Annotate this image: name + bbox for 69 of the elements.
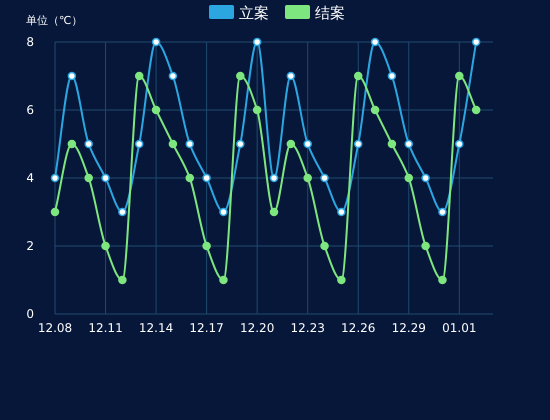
point [388, 72, 396, 80]
point [404, 174, 414, 182]
point [270, 174, 278, 182]
point [118, 276, 127, 284]
point [236, 72, 245, 80]
point [404, 140, 414, 148]
point [50, 208, 60, 216]
point [337, 208, 346, 216]
x-tick-label: 12.26 [341, 321, 376, 335]
point [68, 72, 76, 80]
y-axis-title: 单位（℃） [26, 14, 82, 27]
point [421, 174, 430, 182]
point [152, 106, 160, 114]
point [354, 140, 362, 148]
point [134, 72, 144, 80]
point [370, 106, 380, 114]
point [303, 174, 312, 182]
point [320, 174, 329, 182]
point [337, 276, 346, 284]
point [286, 140, 296, 148]
x-tick-label: 12.17 [189, 321, 224, 335]
x-tick-label: 12.23 [290, 321, 325, 335]
point [438, 208, 447, 216]
point [202, 242, 211, 250]
point [455, 140, 464, 148]
point [168, 140, 178, 148]
y-tick-label: 8 [26, 35, 34, 49]
point [186, 140, 194, 148]
point [472, 38, 480, 46]
point [286, 72, 296, 80]
point [168, 72, 178, 80]
point [421, 242, 430, 250]
x-tick-label: 01.01 [442, 321, 476, 335]
point [252, 106, 262, 114]
point [118, 208, 127, 216]
point [101, 242, 110, 250]
point [219, 276, 228, 284]
point [472, 106, 480, 114]
legend-label: 立案 [239, 4, 269, 22]
point [152, 38, 160, 46]
point [354, 72, 362, 80]
point [50, 174, 60, 182]
point [320, 242, 329, 250]
x-tick-label: 12.11 [88, 321, 123, 335]
x-tick-label: 12.08 [38, 321, 72, 335]
point [455, 72, 464, 80]
point [252, 38, 262, 46]
point [101, 174, 110, 182]
point [303, 140, 312, 148]
point [186, 174, 194, 182]
point [68, 140, 76, 148]
x-tick-label: 12.20 [240, 321, 274, 335]
y-tick-label: 4 [26, 171, 34, 185]
point [438, 276, 447, 284]
y-tick-label: 6 [26, 103, 34, 117]
y-tick-label: 2 [26, 239, 34, 253]
point [84, 140, 93, 148]
point [370, 38, 380, 46]
point [84, 174, 93, 182]
point [388, 140, 396, 148]
point [219, 208, 228, 216]
point [270, 208, 278, 216]
x-tick-label: 12.29 [392, 321, 426, 335]
x-tick-label: 12.14 [138, 321, 174, 335]
point [202, 174, 211, 182]
point [134, 140, 144, 148]
legend-label: 结案 [315, 4, 345, 22]
y-tick-label: 0 [26, 307, 34, 321]
point [236, 140, 245, 148]
